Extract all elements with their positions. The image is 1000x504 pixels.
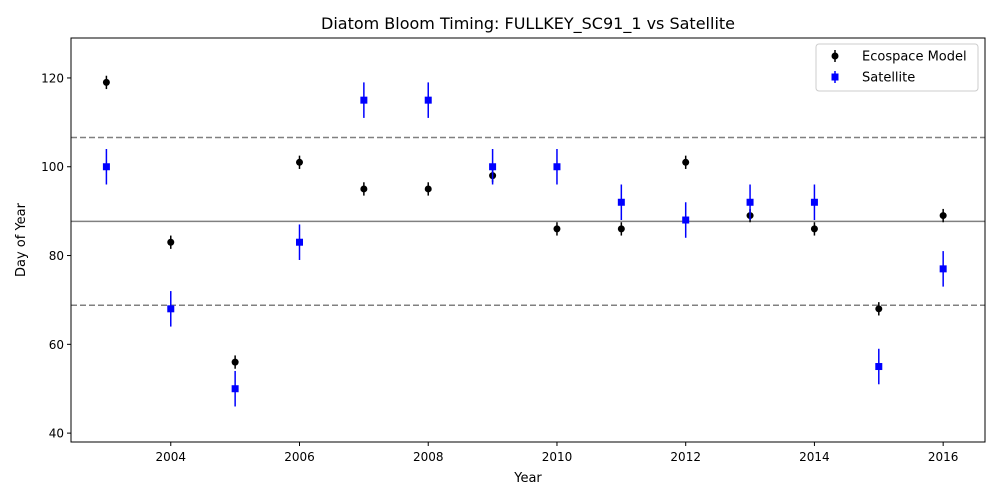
- data-point: [810, 225, 818, 233]
- chart-title: Diatom Bloom Timing: FULLKEY_SC91_1 vs S…: [321, 14, 735, 34]
- data-point: [682, 216, 690, 224]
- data-point: [424, 96, 432, 104]
- data-point: [102, 163, 110, 171]
- x-tick-label: 2008: [413, 450, 444, 464]
- data-point: [167, 238, 175, 246]
- data-point: [424, 185, 432, 193]
- y-tick-label: 100: [41, 160, 64, 174]
- data-point: [360, 96, 368, 104]
- data-point: [231, 385, 239, 393]
- data-point: [617, 225, 625, 233]
- data-point: [553, 225, 561, 233]
- data-point: [746, 198, 754, 206]
- data-point: [810, 198, 818, 206]
- data-point: [939, 265, 947, 273]
- x-tick-label: 2010: [542, 450, 573, 464]
- plot-area: 2004 2006 2008 2010 2012 2014 2016 40 60 80 100 120: [41, 37, 986, 464]
- x-tick-label: 2004: [155, 450, 186, 464]
- data-point: [617, 198, 625, 206]
- data-point: [296, 238, 303, 246]
- y-tick-label: 40: [49, 427, 64, 441]
- data-point: [875, 305, 883, 313]
- legend-marker: [831, 52, 839, 60]
- data-point: [167, 305, 175, 313]
- x-tick-label: 2016: [928, 450, 959, 464]
- x-tick-label: 2014: [799, 450, 830, 464]
- y-tick-label: 80: [49, 249, 64, 263]
- y-axis-label: Day of Year: [14, 202, 29, 277]
- data-point: [682, 158, 690, 166]
- legend: Ecospace Model Satellite: [815, 43, 979, 92]
- axes-frame: [70, 37, 986, 443]
- data-point: [553, 163, 561, 171]
- legend-label: Satellite: [862, 71, 915, 86]
- legend-marker: [831, 73, 839, 81]
- y-tick-label: 120: [41, 71, 64, 85]
- data-point: [360, 185, 368, 193]
- legend-label: Ecospace Model: [862, 50, 967, 65]
- data-point: [231, 358, 239, 366]
- data-point: [939, 212, 947, 220]
- data-point: [489, 163, 497, 171]
- y-tick-label: 60: [49, 338, 64, 352]
- data-point: [296, 158, 303, 166]
- x-tick-label: 2012: [670, 450, 701, 464]
- x-tick-label: 2006: [284, 450, 315, 464]
- legend-box: [815, 43, 979, 92]
- data-point: [102, 78, 110, 86]
- x-axis-label: Year: [513, 471, 542, 486]
- data-point: [875, 363, 883, 371]
